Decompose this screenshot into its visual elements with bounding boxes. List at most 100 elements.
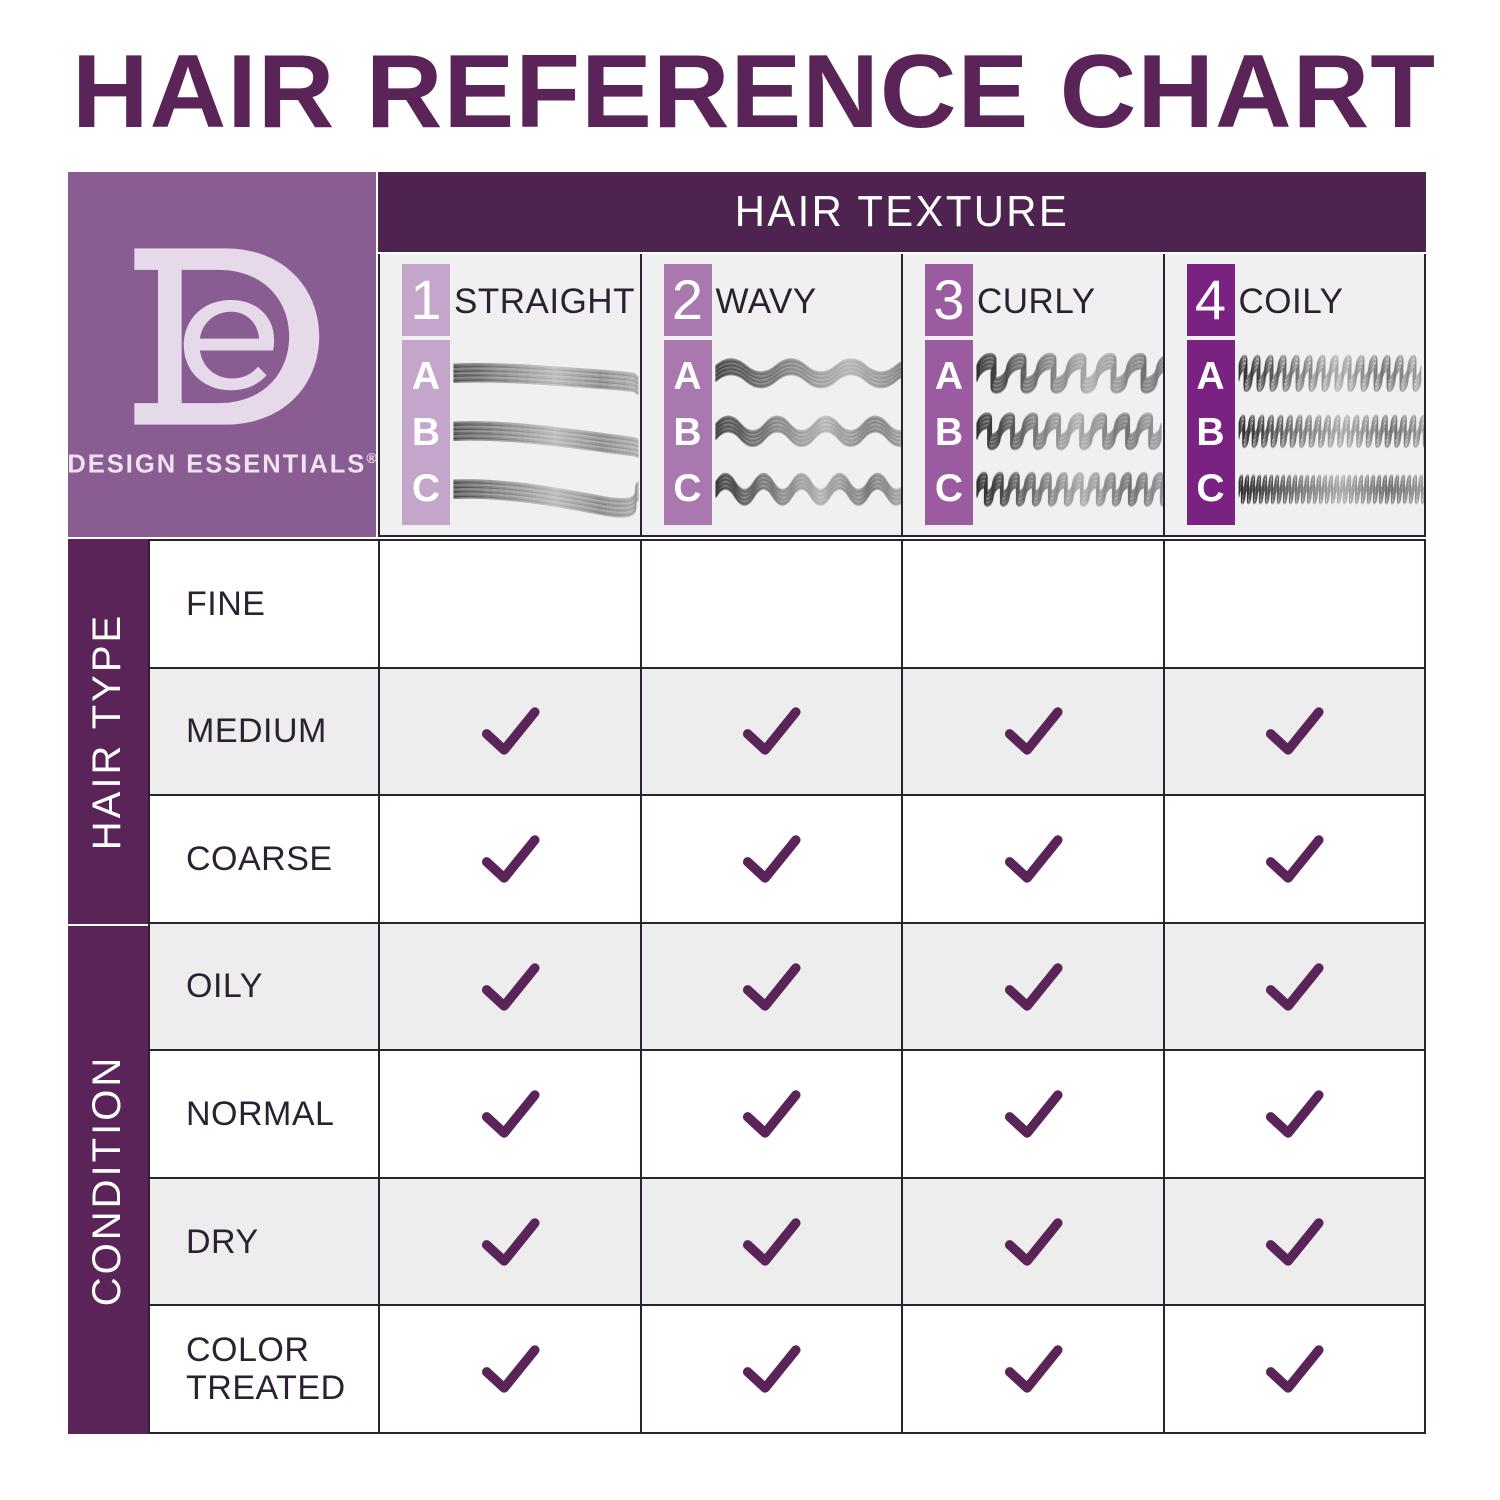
table-row: COLOR TREATED [150,1304,1425,1433]
row-label-oily: OILY [150,923,380,1050]
cell-coarse-straight[interactable] [380,796,642,922]
group-label-condition-text: CONDITION [85,1054,130,1306]
cell-normal-wavy[interactable] [642,1051,903,1177]
page-title: HAIR REFERENCE CHART [72,34,1437,150]
cell-fine-curly[interactable] [903,541,1165,667]
brand-wordmark-text: DESIGN ESSENTIALS [67,450,367,479]
cell-oily-coily[interactable] [1165,924,1425,1050]
checkmark-icon [1004,1217,1063,1266]
subgrade-c: C [673,467,702,511]
texture-name-label: STRAIGHT [454,282,635,321]
checkmark-icon [743,1090,801,1138]
table-row: NORMAL [150,1049,1424,1177]
row-label-normal: NORMAL [150,1051,380,1177]
checkmark-icon [481,1090,540,1138]
cell-normal-straight[interactable] [380,1051,642,1177]
cell-coarse-curly[interactable] [903,796,1165,922]
subgrade-b: B [1196,410,1225,454]
texture-name-label: COILY [1238,282,1344,321]
subgrade-a: A [673,354,702,398]
cell-medium-curly[interactable] [903,668,1165,795]
wavy-hair-icon [712,340,902,525]
cell-coarse-coily[interactable] [1165,796,1425,922]
de-monogram-icon [133,248,319,425]
cell-color-treated-straight[interactable] [380,1306,642,1433]
texture-number-badge-4: 4 [1186,264,1235,336]
cell-dry-wavy[interactable] [642,1178,903,1305]
group-label-hair-type-text: HAIR TYPE [85,612,130,851]
texture-column-coily[interactable]: 4 COILY A B C [1164,254,1424,535]
checkmark-icon [1004,1090,1063,1138]
checkmark-icon [743,835,801,883]
cell-oily-straight[interactable] [380,923,642,1050]
checkmark-icon [481,962,540,1011]
checkmark-icon [481,707,540,756]
coily-hair-icon [1235,340,1424,525]
checkmark-icon [1266,962,1324,1011]
table-row: DRY [150,1176,1425,1305]
row-label-medium: MEDIUM [150,668,380,795]
cell-medium-coily[interactable] [1165,669,1425,795]
cell-fine-wavy[interactable] [642,541,903,667]
cell-dry-straight[interactable] [380,1178,642,1305]
table-row: FINE [150,539,1424,667]
row-label-coarse: COARSE [150,796,380,922]
straight-hair-icon [450,340,640,525]
checkmark-icon [743,1217,801,1266]
cell-color-treated-coily[interactable] [1165,1306,1425,1432]
cell-color-treated-curly[interactable] [903,1306,1165,1433]
table-row: OILY [150,921,1425,1050]
row-label-fine: FINE [150,541,380,667]
subgrade-a: A [411,354,441,398]
cell-oily-curly[interactable] [903,923,1165,1050]
cell-coarse-wavy[interactable] [642,796,903,922]
cell-medium-wavy[interactable] [642,668,903,795]
brand-logo-block: DESIGN ESSENTIALS® [67,172,377,537]
checkmark-icon [481,835,540,883]
table-row: MEDIUM [150,666,1425,795]
brand-wordmark: DESIGN ESSENTIALS® [67,450,376,480]
registered-trademark-icon: ® [366,450,377,467]
cell-normal-coily[interactable] [1165,1051,1425,1177]
checkmark-icon [1004,707,1063,756]
texture-column-straight[interactable]: 1 STRAIGHT A B C [380,254,642,535]
checkmark-icon [1004,1345,1063,1393]
subgrade-a: A [1196,354,1225,398]
cell-color-treated-wavy[interactable] [642,1306,903,1433]
cell-medium-straight[interactable] [380,668,642,795]
check-matrix: FINE MEDIUM COARSE OILY NORMAL DRY COLOR TREATE… [148,539,1426,1434]
checkmark-icon [743,962,801,1011]
checkmark-icon [1004,962,1063,1011]
checkmark-icon [743,1345,801,1393]
cell-dry-coily[interactable] [1165,1179,1425,1305]
texture-number-badge-1: 1 [402,264,450,336]
cell-fine-coily[interactable] [1165,541,1425,667]
checkmark-icon [1266,835,1324,883]
checkmark-icon [481,1345,540,1393]
texture-header-bar: HAIR TEXTURE [378,172,1426,252]
checkmark-icon [1266,1090,1324,1138]
texture-name-label: CURLY [977,282,1096,321]
texture-name-label: WAVY [715,282,817,321]
table-row: COARSE [150,794,1424,922]
cell-oily-wavy[interactable] [642,923,903,1050]
row-label-dry: DRY [150,1178,380,1305]
cell-normal-curly[interactable] [903,1051,1165,1177]
subgrade-c: C [1196,467,1225,511]
checkmark-icon [1266,1217,1324,1266]
checkmark-icon [481,1217,540,1266]
cell-dry-curly[interactable] [903,1178,1165,1305]
texture-header-label: HAIR TEXTURE [734,187,1070,236]
cell-fine-straight[interactable] [380,541,642,667]
checkmark-icon [1004,835,1063,883]
row-label-color-treated: COLOR TREATED [150,1306,380,1433]
subgrade-a: A [934,354,964,398]
texture-column-wavy[interactable]: 2 WAVY A B C [641,254,903,535]
texture-number-badge-2: 2 [663,264,712,336]
texture-column-curly[interactable]: 3 CURLY A B C [903,254,1165,535]
subgrade-c: C [934,467,964,511]
